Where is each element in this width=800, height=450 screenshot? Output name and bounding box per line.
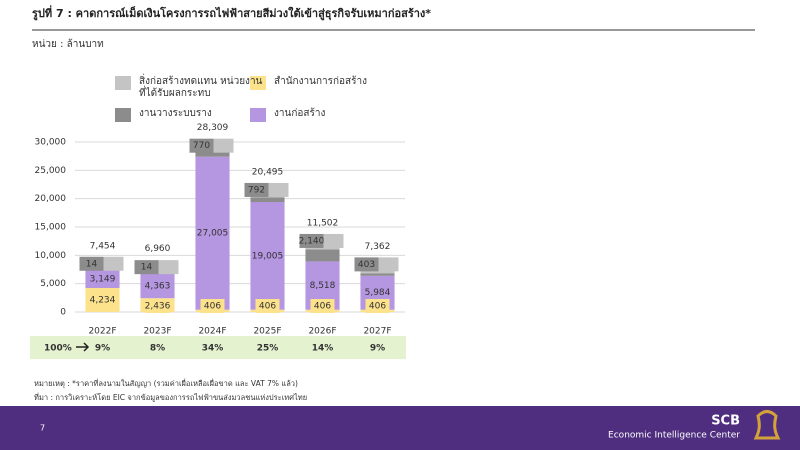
title: รูปที่ 7 : คาดการณ์เม็ดเงินโครงการรถไฟฟ้… <box>32 5 431 21</box>
bar-segment <box>250 197 285 203</box>
legend-item: งานวางระบบราง <box>115 108 264 122</box>
note: หมายเหตุ : *ราคาที่ลงนามในสัญญา (รวมค่าเ… <box>34 378 298 388</box>
y-tick-label: 20,000 <box>35 194 67 204</box>
y-tick-label: 25,000 <box>35 166 67 176</box>
x-tick-label: 2027F <box>363 327 391 337</box>
x-tick-label: 2022F <box>88 327 116 337</box>
share-base: 100% <box>44 344 72 354</box>
total-label: 20,495 <box>252 167 284 177</box>
x-tick-label: 2025F <box>253 327 281 337</box>
bar-segment <box>195 152 230 157</box>
bar-segment <box>195 156 230 310</box>
legend-swatch <box>115 108 131 122</box>
arrow <box>76 342 90 352</box>
value-label: 4,234 <box>90 296 116 306</box>
label-box <box>378 257 399 272</box>
x-tick-label: 2023F <box>143 327 171 337</box>
share-label: 25% <box>257 344 279 354</box>
label-box <box>189 138 214 153</box>
label-box <box>299 233 324 248</box>
total-label: 28,309 <box>197 123 229 133</box>
legend-label: สำนักงานการก่อสร้าง <box>274 76 368 87</box>
label-box <box>354 257 379 272</box>
y-tick-label: 5,000 <box>40 279 66 289</box>
value-label: 2,436 <box>145 302 171 312</box>
value-label: 14 <box>141 263 153 273</box>
share-label: 34% <box>202 344 224 354</box>
label-box <box>268 182 289 197</box>
value-label: 406 <box>204 302 221 312</box>
brand-unit: Economic Intelligence Center <box>608 431 740 441</box>
label-box <box>365 299 390 313</box>
value-label: 14 <box>86 259 98 269</box>
value-label: 2,140 <box>299 236 325 246</box>
value-label: 3,149 <box>90 275 116 285</box>
footer-band <box>0 406 800 450</box>
legend-item: สำนักงานการก่อสร้าง <box>250 76 399 90</box>
legend-swatch <box>250 76 266 90</box>
legend-item: สิ่งก่อสร้างทดแทน หน่วยงานที่ได้รับผลกระ… <box>115 76 264 100</box>
share-label: 14% <box>312 344 334 354</box>
legend-label: งานก่อสร้าง <box>274 108 326 119</box>
page-number: 7 <box>40 424 45 433</box>
label-box <box>158 260 179 275</box>
label-box <box>244 182 269 197</box>
value-label: 770 <box>193 141 210 151</box>
value-label: 8,518 <box>310 281 336 291</box>
total-label: 7,362 <box>365 242 391 252</box>
legend-label: งานวางระบบราง <box>139 108 212 119</box>
value-label: 5,984 <box>365 288 391 298</box>
y-tick-label: 10,000 <box>35 251 67 261</box>
bar-segment <box>360 273 395 276</box>
bar-segment <box>250 202 285 310</box>
legend-label: สิ่งก่อสร้างทดแทน หน่วยงานที่ได้รับผลกระ… <box>139 76 263 99</box>
bar-segment <box>360 270 395 274</box>
legend-swatch <box>115 76 131 90</box>
share-label: 9% <box>370 344 385 354</box>
share-label: 9% <box>95 344 110 354</box>
label-box <box>255 299 280 313</box>
label-box <box>310 299 335 313</box>
label-box <box>79 256 104 271</box>
label-box <box>213 138 234 153</box>
y-tick-label: 0 <box>60 308 66 318</box>
value-label: 406 <box>259 302 276 312</box>
x-tick-label: 2026F <box>308 327 336 337</box>
label-box <box>145 299 170 313</box>
bar-segment <box>140 273 175 299</box>
label-box <box>134 260 159 275</box>
unit: หน่วย : ล้านบาท <box>32 38 104 50</box>
label-box <box>200 299 225 313</box>
total-label: 11,502 <box>307 218 339 228</box>
label-box <box>323 233 344 248</box>
bar-segment <box>305 249 340 262</box>
value-label: 406 <box>369 302 386 312</box>
value-label: 4,363 <box>145 281 171 291</box>
value-label: 792 <box>248 185 265 195</box>
value-label: 406 <box>314 302 331 312</box>
total-label: 6,960 <box>145 244 171 254</box>
y-tick-label: 30,000 <box>35 138 67 148</box>
legend-item: งานก่อสร้าง <box>250 108 399 122</box>
source: ที่มา : การวิเคราะห์โดย EIC จากข้อมูลของ… <box>34 392 307 402</box>
share-row <box>30 336 406 359</box>
value-label: 19,005 <box>252 251 284 261</box>
label-box <box>90 293 115 308</box>
share-label: 8% <box>150 344 165 354</box>
bar-segment <box>305 246 340 250</box>
brand: SCB <box>711 414 740 429</box>
bar-segment <box>85 270 120 289</box>
y-tick-label: 15,000 <box>35 223 67 233</box>
logo <box>753 410 781 440</box>
value-label: 403 <box>358 260 375 270</box>
x-tick-label: 2024F <box>198 327 226 337</box>
label-box <box>103 256 124 271</box>
legend-swatch <box>250 108 266 122</box>
total-label: 7,454 <box>90 241 116 251</box>
value-label: 27,005 <box>197 229 229 239</box>
